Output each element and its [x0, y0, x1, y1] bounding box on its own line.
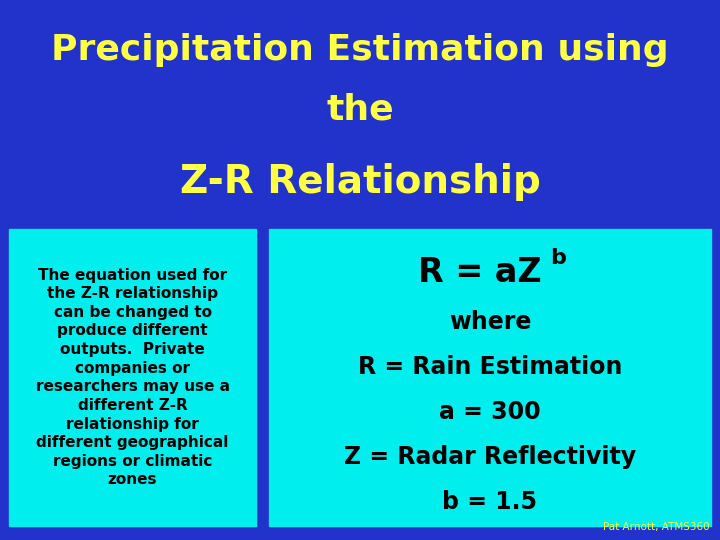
Text: b: b: [550, 248, 566, 268]
FancyBboxPatch shape: [269, 229, 711, 526]
Text: b = 1.5: b = 1.5: [443, 490, 538, 514]
Text: R = aZ: R = aZ: [418, 255, 542, 288]
Text: Z = Radar Reflectivity: Z = Radar Reflectivity: [344, 445, 636, 469]
Text: R = Rain Estimation: R = Rain Estimation: [358, 355, 622, 379]
Text: The equation used for
the Z-R relationship
can be changed to
produce different
o: The equation used for the Z-R relationsh…: [35, 268, 230, 487]
Text: the: the: [326, 93, 394, 127]
FancyBboxPatch shape: [9, 229, 256, 526]
Text: Pat Arnott, ATMS360: Pat Arnott, ATMS360: [603, 522, 710, 532]
Text: Z-R Relationship: Z-R Relationship: [179, 163, 541, 201]
Text: where: where: [449, 310, 531, 334]
Text: a = 300: a = 300: [439, 400, 541, 424]
Text: Precipitation Estimation using: Precipitation Estimation using: [51, 33, 669, 67]
